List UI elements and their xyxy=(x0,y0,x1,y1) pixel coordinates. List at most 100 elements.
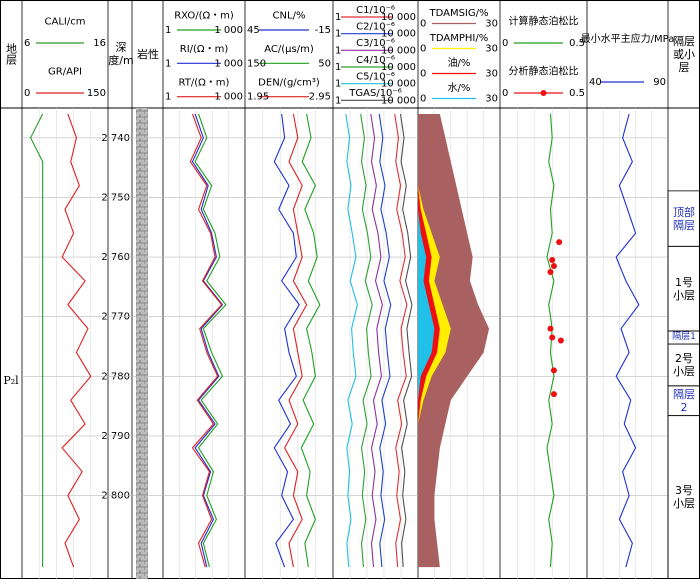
scale-label: 1 xyxy=(335,29,341,40)
data-point xyxy=(550,367,557,374)
curve xyxy=(394,113,408,568)
curve-name: C2/10⁻⁶ xyxy=(356,22,395,33)
curve xyxy=(615,113,640,568)
curve-name: RI/(Ω・m) xyxy=(180,44,229,55)
curve xyxy=(283,113,308,568)
scale-label: 1 xyxy=(165,92,171,103)
formation-label: P₂l xyxy=(3,373,19,387)
scale-label: -15 xyxy=(315,25,331,36)
y-tick-label: 2 750 xyxy=(101,192,130,203)
scale-label: 0 xyxy=(420,69,426,80)
curve xyxy=(360,113,373,568)
scale-label: 1 xyxy=(335,45,341,56)
data-point xyxy=(547,268,554,275)
curve-name: RXO/(Ω・m) xyxy=(174,11,234,22)
scale-label: 90 xyxy=(653,77,666,88)
scale-label: 10 000 xyxy=(381,29,416,40)
scale-label: 150 xyxy=(87,88,106,99)
scale-label: 1 xyxy=(335,62,341,73)
scale-label: 0 xyxy=(502,38,508,49)
y-tick-label: 2 780 xyxy=(101,371,130,382)
scale-label: 10 000 xyxy=(381,45,416,56)
curve xyxy=(345,113,358,568)
scale-label: 1 xyxy=(335,12,341,23)
scale-label: 0 xyxy=(24,88,30,99)
scale-label: 0.5 xyxy=(569,88,585,99)
y-tick-label: 2 740 xyxy=(101,133,130,144)
scale-label: 0 xyxy=(420,44,426,55)
scale-label: 40 xyxy=(589,77,602,88)
scale-label: 1 xyxy=(165,25,171,36)
curve xyxy=(194,113,227,568)
scale-label: 50 xyxy=(318,58,331,69)
scale-label: 6 xyxy=(24,38,30,49)
lithology-header: 岩性 xyxy=(137,47,159,61)
curve-name: TDAMSIG/% xyxy=(428,8,488,19)
curve xyxy=(300,113,321,568)
zone-label: 顶部隔层 xyxy=(673,205,695,232)
zone-label: 隔层2 xyxy=(673,387,695,414)
scale-label: 2.95 xyxy=(309,92,331,103)
curve xyxy=(191,113,224,568)
area xyxy=(418,113,435,568)
curve-name: AC/(μs/m) xyxy=(264,44,314,55)
y-tick-label: 2 800 xyxy=(101,491,130,502)
data-point xyxy=(550,262,557,269)
scale-label: 0 xyxy=(420,94,426,105)
scale-label: 30 xyxy=(485,69,498,80)
scale-label: 10 000 xyxy=(381,62,416,73)
y-tick-label: 2 760 xyxy=(101,252,130,263)
curve-name: C4/10⁻⁶ xyxy=(356,55,395,66)
zone xyxy=(667,415,700,579)
curve xyxy=(29,113,44,568)
data-point xyxy=(547,325,554,332)
scale-label: 1 xyxy=(165,58,171,69)
curve-name: 分析静态泊松比 xyxy=(509,65,579,78)
zone-label: 2号小层 xyxy=(673,351,695,378)
curve xyxy=(378,113,392,568)
scale-label: 16 xyxy=(93,38,106,49)
zone-header: 隔层或小层 xyxy=(673,34,695,74)
zone-label: 3号小层 xyxy=(673,484,695,511)
scale-label: 1 xyxy=(335,79,341,90)
curve-name: 油/% xyxy=(448,56,471,69)
curve-name: GR/API xyxy=(48,67,82,78)
data-point xyxy=(557,337,564,344)
data-point xyxy=(549,334,556,341)
curve xyxy=(61,113,92,568)
data-point xyxy=(549,257,556,264)
scale-label: 1 000 xyxy=(214,92,243,103)
scale-label: 0.5 xyxy=(569,38,585,49)
curve-name: 水/% xyxy=(448,82,471,94)
scale-label: 1 000 xyxy=(214,25,243,36)
zone-label: 1号小层 xyxy=(673,275,695,302)
curve xyxy=(273,113,300,568)
scale-label: 10 000 xyxy=(381,79,416,90)
scale-label: 10 000 xyxy=(381,95,416,106)
curve-name: DEN/(g/cm³) xyxy=(258,77,320,88)
scale-label: 45 xyxy=(247,25,260,36)
curve-name: TDAMPHI/% xyxy=(429,33,488,44)
lithology-column xyxy=(136,108,148,579)
curve-name: C1/10⁻⁶ xyxy=(356,5,395,16)
scale-label: 0 xyxy=(502,88,508,99)
scale-label: 10 000 xyxy=(381,12,416,23)
area xyxy=(418,113,490,568)
scale-label: 1 xyxy=(335,95,341,106)
curve xyxy=(399,113,413,568)
scale-label: 1.95 xyxy=(247,92,269,103)
curve-name: 计算静态泊松比 xyxy=(509,15,579,28)
curve-name: C3/10⁻⁶ xyxy=(356,38,395,49)
curve-name: CNL/% xyxy=(273,11,306,22)
zone-label: 隔层1 xyxy=(672,332,696,343)
formation-header: 地层 xyxy=(4,43,18,65)
curve-name: RT/(Ω・m) xyxy=(179,77,230,88)
scale-label: 0 xyxy=(420,19,426,30)
scale-label: 150 xyxy=(247,58,266,69)
scale-label: 30 xyxy=(485,44,498,55)
curve-name: 最小水平主应力/MPa xyxy=(581,32,675,45)
data-point xyxy=(550,391,557,398)
curve-name: C5/10⁻⁶ xyxy=(356,72,395,83)
